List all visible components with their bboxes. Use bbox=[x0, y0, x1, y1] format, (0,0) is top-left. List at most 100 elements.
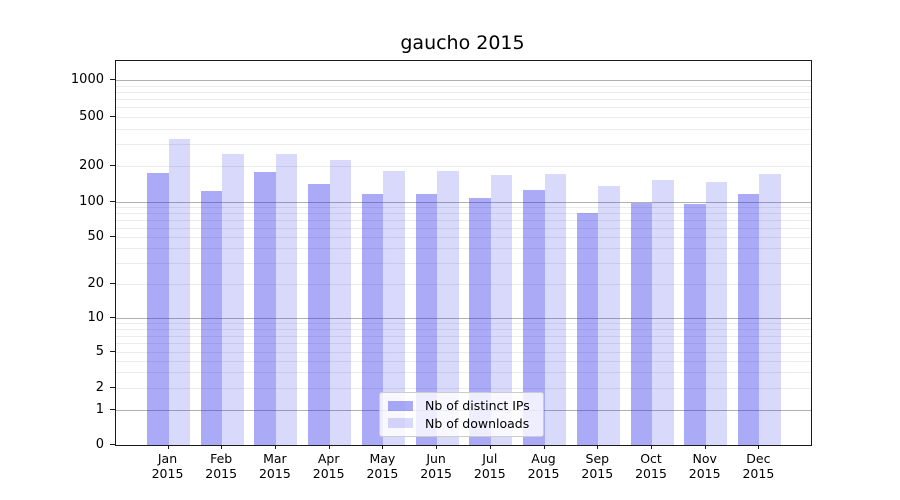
x-tick-mark bbox=[489, 445, 491, 449]
bar-downloads bbox=[329, 160, 352, 445]
minor-gridline bbox=[116, 237, 811, 238]
y-tick-mark bbox=[110, 409, 115, 410]
y-tick-mark bbox=[110, 283, 115, 284]
x-tick-month: Sep bbox=[585, 451, 610, 466]
bar-distinct-ips bbox=[684, 204, 706, 445]
x-tick-mark bbox=[651, 445, 652, 449]
x-tick-mark bbox=[597, 445, 599, 449]
x-tick-label: Sep 2015 bbox=[567, 451, 627, 481]
bar-distinct-ips bbox=[415, 194, 438, 445]
x-tick-year: 2015 bbox=[581, 466, 614, 481]
y-tick-label: 200 bbox=[79, 157, 104, 173]
legend-swatch bbox=[388, 400, 413, 411]
x-tick-month: Dec bbox=[746, 451, 771, 466]
minor-gridline bbox=[116, 323, 811, 325]
legend-label: Nb of downloads bbox=[425, 415, 530, 431]
x-tick-mark bbox=[436, 445, 438, 449]
minor-gridline bbox=[116, 248, 811, 250]
y-tick-mark bbox=[110, 165, 115, 166]
minor-gridline bbox=[116, 213, 811, 215]
minor-gridline bbox=[116, 144, 811, 146]
minor-gridline bbox=[116, 227, 811, 229]
x-tick-mark bbox=[221, 445, 223, 449]
x-tick-month: Feb bbox=[210, 451, 233, 466]
x-tick-mark bbox=[328, 445, 330, 449]
x-tick-label: Jun 2015 bbox=[406, 451, 466, 481]
y-tick-mark bbox=[110, 444, 115, 445]
minor-gridline bbox=[116, 128, 811, 130]
x-tick-year: 2015 bbox=[258, 466, 291, 481]
minor-gridline bbox=[116, 388, 811, 389]
x-tick-year: 2015 bbox=[366, 466, 399, 481]
chart-title: gaucho 2015 bbox=[400, 32, 525, 54]
y-tick-label: 1000 bbox=[70, 71, 104, 87]
x-tick-year: 2015 bbox=[688, 466, 721, 481]
x-tick-year: 2015 bbox=[527, 466, 560, 481]
plot-area: Nb of distinct IPs Nb of downloads bbox=[115, 60, 812, 446]
major-gridline bbox=[116, 80, 811, 81]
legend-item: Nb of distinct IPs bbox=[388, 397, 533, 415]
legend-item: Nb of downloads bbox=[388, 415, 533, 433]
x-tick-month: Aug bbox=[531, 451, 556, 466]
bar-distinct-ips bbox=[630, 203, 652, 445]
bar-distinct-ips bbox=[147, 173, 169, 445]
legend: Nb of distinct IPs Nb of downloads bbox=[379, 392, 544, 437]
bar-downloads bbox=[383, 170, 405, 445]
x-tick-label: Apr 2015 bbox=[299, 451, 359, 481]
x-tick-label: Jul 2015 bbox=[460, 451, 520, 481]
y-tick-label: 500 bbox=[79, 108, 104, 124]
x-tick-label: Dec 2015 bbox=[728, 451, 788, 481]
bar-distinct-ips bbox=[361, 193, 384, 445]
bar-downloads bbox=[275, 154, 298, 445]
x-tick-label: Jan 2015 bbox=[138, 451, 198, 481]
minor-gridline bbox=[116, 284, 811, 285]
major-gridline bbox=[116, 202, 811, 203]
x-tick-label: Aug 2015 bbox=[514, 451, 574, 481]
x-tick-label: Oct 2015 bbox=[621, 451, 681, 481]
y-tick-label: 0 bbox=[95, 436, 104, 452]
x-tick-label: Mar 2015 bbox=[245, 451, 305, 481]
y-tick-label: 50 bbox=[87, 228, 104, 244]
x-tick-month: May bbox=[369, 451, 396, 466]
legend-swatch bbox=[388, 418, 413, 429]
y-tick-label: 2 bbox=[95, 379, 104, 395]
minor-gridline bbox=[116, 263, 811, 265]
minor-gridline bbox=[116, 352, 811, 353]
bar-downloads bbox=[222, 153, 244, 445]
x-tick-mark bbox=[543, 445, 545, 449]
x-tick-label: May 2015 bbox=[352, 451, 412, 481]
minor-gridline bbox=[116, 166, 811, 167]
x-tick-month: Nov bbox=[692, 451, 717, 466]
y-tick-mark bbox=[110, 201, 115, 202]
bar-downloads bbox=[705, 182, 728, 445]
y-tick-mark bbox=[110, 351, 115, 352]
minor-gridline bbox=[116, 99, 811, 100]
x-tick-label: Nov 2015 bbox=[675, 451, 735, 481]
x-tick-month: Apr bbox=[317, 451, 340, 466]
x-tick-month: Mar bbox=[263, 451, 287, 466]
minor-gridline bbox=[116, 328, 811, 330]
bar-distinct-ips bbox=[576, 213, 599, 445]
y-tick-label: 5 bbox=[95, 343, 104, 359]
bar-downloads bbox=[490, 175, 513, 445]
y-tick-mark bbox=[110, 387, 115, 388]
bar-distinct-ips bbox=[469, 197, 491, 445]
bar-downloads bbox=[598, 185, 620, 445]
x-tick-mark bbox=[274, 445, 276, 449]
minor-gridline bbox=[116, 360, 811, 362]
x-tick-year: 2015 bbox=[473, 466, 506, 481]
bar-downloads bbox=[168, 138, 190, 445]
x-tick-mark bbox=[704, 445, 706, 449]
x-tick-month: Jun bbox=[426, 451, 446, 466]
legend-label: Nb of distinct IPs bbox=[425, 398, 530, 414]
bar-distinct-ips bbox=[254, 172, 276, 445]
bar-downloads bbox=[652, 179, 674, 445]
bar-distinct-ips bbox=[200, 190, 223, 445]
x-tick-year: 2015 bbox=[420, 466, 452, 481]
bar-downloads bbox=[544, 173, 566, 445]
x-tick-mark bbox=[382, 445, 384, 449]
minor-gridline bbox=[116, 91, 811, 93]
y-tick-mark bbox=[110, 116, 115, 117]
bar-distinct-ips bbox=[308, 184, 330, 445]
bar-downloads bbox=[437, 170, 459, 445]
